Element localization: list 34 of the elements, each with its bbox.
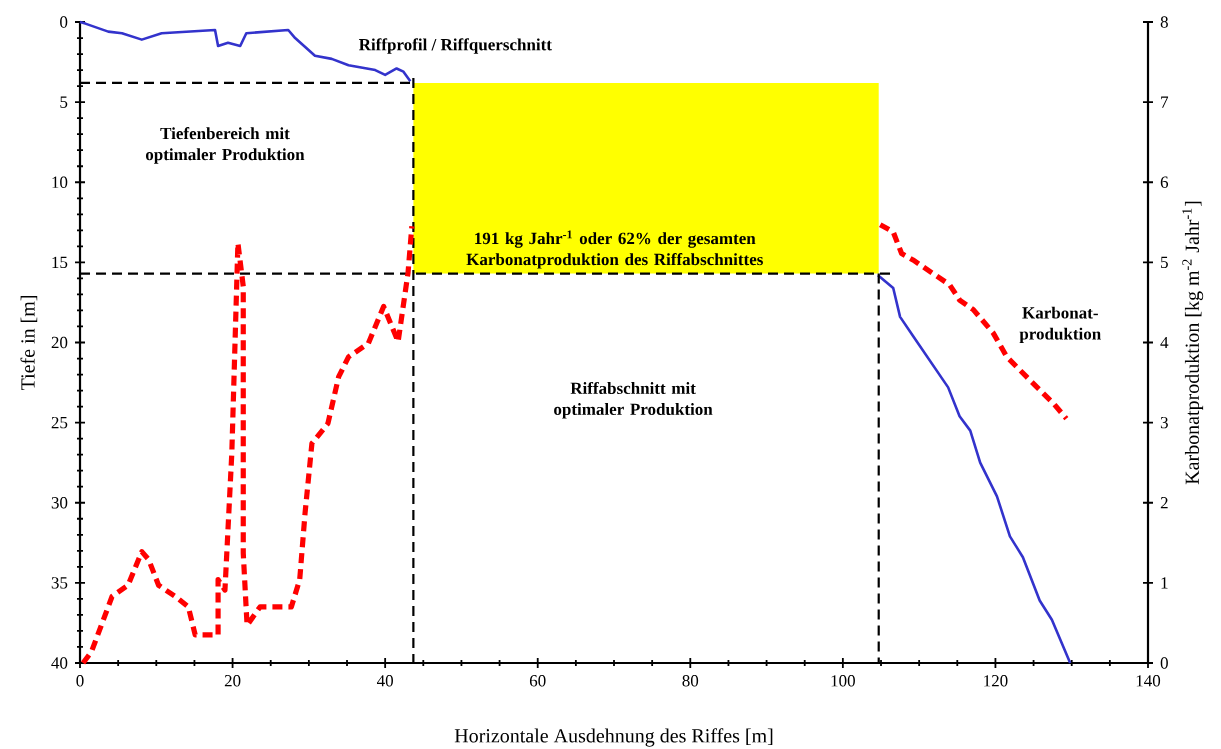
y-tick-label: 10	[52, 176, 68, 188]
x-tick-label: 40	[377, 675, 393, 687]
x-tick-label: 80	[682, 675, 699, 687]
y2-axis-title: Karbonatproduktion [kg m$^{-2}$ Jahr$^{-1}$]	[1182, 201, 1204, 485]
y-tick-label: 0	[60, 16, 68, 28]
x-tick-label: 100	[831, 675, 855, 687]
annotation: Riffabschnitt mit optimaler Produktion	[554, 381, 713, 419]
y2-tick-label: 6	[1160, 176, 1169, 188]
x-tick-label: 0	[76, 675, 84, 687]
y-tick-label: 30	[51, 497, 68, 509]
y2-tick-label: 3	[1160, 416, 1168, 429]
y2-tick-label: 2	[1160, 497, 1168, 509]
x-tick-label: 60	[529, 675, 546, 687]
y-tick-label: 5	[60, 96, 68, 108]
y-tick-label: 15	[52, 256, 68, 269]
y-tick-label: 25	[51, 416, 68, 429]
y2-tick-label: 0	[1160, 657, 1168, 669]
annotation: Karbonat-produktion	[1019, 306, 1101, 344]
annotation: 191 kg Jahr$^{-1}$ oder 62% der gesamten Karbonatproduktion des Riffabschnittes	[466, 230, 763, 269]
annotation: Riffprofil / Riffquerschnitt	[358, 38, 552, 54]
y2-tick-label: 1	[1161, 577, 1168, 589]
y-tick-label: 35	[51, 577, 68, 589]
x-tick-label: 120	[984, 675, 1008, 687]
x-tick-label: 140	[1136, 675, 1161, 687]
y2-tick-label: 7	[1161, 96, 1169, 108]
y-tick-label: 20	[51, 336, 68, 349]
annotation: Tiefenbereich mit optimaler Produktion	[145, 127, 305, 164]
y2-tick-label: 4	[1160, 336, 1169, 349]
y2-tick-label: 5	[1161, 256, 1168, 269]
x-axis-title: Horizontale Ausdehnung des Riffes [m]	[454, 728, 773, 747]
y-axis-title: Tiefe in [m]	[20, 296, 38, 391]
y2-tick-label: 8	[1160, 16, 1168, 28]
x-tick-label: 20	[224, 675, 241, 687]
y-tick-label: 40	[51, 657, 68, 669]
